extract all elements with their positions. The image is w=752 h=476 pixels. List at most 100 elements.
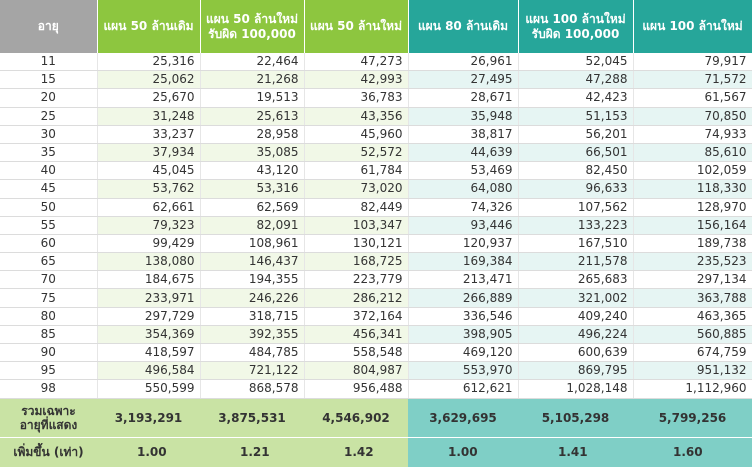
premium-cell: 496,584 — [97, 361, 201, 381]
table-row: 20 25,670 19,513 36,783 28,671 42,423 61,567 — [0, 88, 752, 108]
table-row: 25 31,248 25,613 43,356 35,948 51,153 70,850 — [0, 107, 752, 126]
multiplier-row: เพิ่มขึ้น (เท่า) 1.00 1.21 1.42 1.00 1.41 1.60 — [0, 437, 752, 467]
age-cell: 40 — [0, 161, 98, 181]
multiplier-cell: 1.00 — [408, 437, 518, 467]
premium-cell: 674,759 — [633, 343, 752, 363]
table-row: 98 550,599 868,578 956,488 612,621 1,028,148 1… — [0, 379, 752, 399]
premium-cell: 66,501 — [518, 143, 634, 163]
premium-cell: 372,164 — [304, 307, 409, 326]
multiplier-cell: 1.21 — [200, 437, 304, 467]
premium-cell: 82,450 — [518, 161, 634, 181]
premium-cell: 138,080 — [97, 252, 201, 272]
premium-cell: 25,316 — [97, 53, 201, 72]
column-header-line: แผน 50 ล้านใหม่ — [206, 11, 298, 26]
premium-cell: 265,683 — [518, 270, 634, 290]
premium-cell: 79,323 — [97, 216, 201, 235]
premium-cell: 951,132 — [633, 361, 752, 381]
premium-cell: 321,002 — [518, 288, 634, 308]
premium-cell: 233,971 — [97, 288, 201, 308]
premium-cell: 130,121 — [304, 234, 409, 254]
totals-label-line: รวมเฉพาะ — [21, 403, 76, 418]
premium-cell: 22,464 — [200, 53, 305, 72]
table-row: 35 37,934 35,085 52,572 44,639 66,501 85,610 — [0, 143, 752, 163]
premium-cell: 71,572 — [633, 70, 752, 90]
premium-cell: 118,330 — [633, 179, 752, 199]
table-row: 80 297,729 318,715 372,164 336,546 409,240 463… — [0, 307, 752, 326]
premium-cell: 43,120 — [200, 161, 305, 181]
column-header-line: แผน 80 ล้านเดิม — [417, 19, 509, 33]
table-row: 70 184,675 194,355 223,779 213,471 265,683 297… — [0, 270, 752, 290]
premium-cell: 869,795 — [518, 361, 634, 381]
premium-cell: 103,347 — [304, 216, 409, 235]
premium-cell: 297,134 — [633, 270, 752, 290]
premium-cell: 363,788 — [633, 288, 752, 308]
premium-cell: 107,562 — [518, 198, 634, 217]
table-row: 15 25,062 21,268 42,993 27,495 47,288 71,572 — [0, 70, 752, 90]
premium-cell: 28,671 — [408, 88, 519, 108]
premium-cell: 211,578 — [518, 252, 634, 272]
table-row: 40 45,045 43,120 61,784 53,469 82,450 102,059 — [0, 161, 752, 181]
premium-cell: 392,355 — [200, 325, 305, 345]
premium-cell: 223,779 — [304, 270, 409, 290]
age-cell: 35 — [0, 143, 98, 163]
premium-cell: 286,212 — [304, 288, 409, 308]
premium-cell: 128,970 — [633, 198, 752, 217]
premium-cell: 43,356 — [304, 107, 409, 126]
premium-cell: 318,715 — [200, 307, 305, 326]
premium-cell: 560,885 — [633, 325, 752, 345]
table-row: 85 354,369 392,355 456,341 398,905 496,224 560… — [0, 325, 752, 345]
premium-cell: 61,784 — [304, 161, 409, 181]
premium-cell: 74,326 — [408, 198, 519, 217]
premium-cell: 51,153 — [518, 107, 634, 126]
premium-cell: 398,905 — [408, 325, 519, 345]
age-cell: 80 — [0, 307, 98, 326]
premium-cell: 354,369 — [97, 325, 201, 345]
table-body: 11 25,316 22,464 47,273 26,961 52,045 79,917 15… — [0, 53, 752, 399]
premium-cell: 74,933 — [633, 125, 752, 144]
premium-cell: 79,917 — [633, 53, 752, 72]
premium-cell: 612,621 — [408, 379, 519, 399]
totals-label: รวมเฉพาะ อายุที่แสดง — [0, 398, 97, 438]
premium-cell: 120,937 — [408, 234, 519, 254]
age-cell: 90 — [0, 343, 98, 363]
table-row: 95 496,584 721,122 804,987 553,970 869,795 951… — [0, 361, 752, 381]
total-cell: 5,105,298 — [518, 398, 633, 438]
premium-cell: 484,785 — [200, 343, 305, 363]
premium-cell: 956,488 — [304, 379, 409, 399]
age-cell: 55 — [0, 216, 98, 235]
totals-row: รวมเฉพาะ อายุที่แสดง 3,193,291 3,875,531 4,5… — [0, 398, 752, 438]
premium-cell: 61,567 — [633, 88, 752, 108]
totals-label-line: อายุที่แสดง — [19, 417, 78, 432]
premium-cell: 496,224 — [518, 325, 634, 345]
premium-cell: 26,961 — [408, 53, 519, 72]
multiplier-label: เพิ่มขึ้น (เท่า) — [0, 437, 97, 467]
column-header-plan: แผน 50 ล้านใหม่ รับผิด 100,000 — [200, 0, 305, 53]
total-cell: 5,799,256 — [633, 398, 752, 438]
column-header-line: รับผิด 100,000 — [208, 26, 296, 41]
premium-cell: 47,288 — [518, 70, 634, 90]
header-row: อายุ แผน 50 ล้านเดิม แผน 50 ล้านใหม่ รับผิด… — [0, 0, 752, 53]
total-cell: 3,875,531 — [200, 398, 304, 438]
premium-cell: 108,961 — [200, 234, 305, 254]
premium-cell: 189,738 — [633, 234, 752, 254]
premium-cell: 70,850 — [633, 107, 752, 126]
premium-cell: 36,783 — [304, 88, 409, 108]
premium-cell: 52,045 — [518, 53, 634, 72]
table-row: 90 418,597 484,785 558,548 469,120 600,639 674… — [0, 343, 752, 363]
premium-cell: 44,639 — [408, 143, 519, 163]
column-header-plan: แผน 80 ล้านเดิม — [408, 0, 519, 53]
premium-cell: 336,546 — [408, 307, 519, 326]
age-cell: 60 — [0, 234, 98, 254]
column-header-line: รับผิด 100,000 — [531, 26, 620, 41]
premium-cell: 73,020 — [304, 179, 409, 199]
premium-cell: 82,091 — [200, 216, 305, 235]
premium-cell: 96,633 — [518, 179, 634, 199]
premium-cell: 19,513 — [200, 88, 305, 108]
age-cell: 45 — [0, 179, 98, 199]
premium-cell: 62,569 — [200, 198, 305, 217]
premium-cell: 558,548 — [304, 343, 409, 363]
age-cell: 95 — [0, 361, 98, 381]
multiplier-cell: 1.41 — [518, 437, 633, 467]
premium-cell: 56,201 — [518, 125, 634, 144]
